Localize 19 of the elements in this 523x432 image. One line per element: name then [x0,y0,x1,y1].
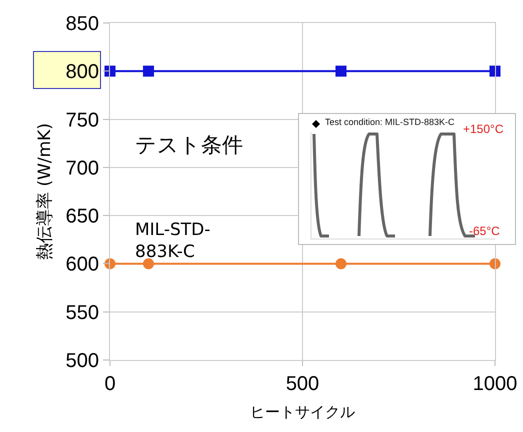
annotation: -65°C [469,224,500,238]
y-axis-title: 熱伝導率 (W/mK) [35,123,56,260]
x-tick-label: 500 [286,373,320,395]
y-tick-label: 750 [66,109,99,132]
y-tick-label: 850 [66,13,99,35]
y-tick-label: 550 [66,302,99,324]
x-axis-title: ヒートサイクル [250,403,355,421]
y-tick-label: 500 [66,350,99,372]
annotation: テスト条件 [135,133,243,157]
y-tick-label: 700 [66,157,99,180]
annotation: Test condition: MIL-STD-883K-C [325,117,455,127]
thermal-cycle-inset: Test condition: MIL-STD-883K-C +150°C -65°C [298,113,516,245]
y-tick-label: 800 [66,61,99,84]
y-tick-label: 600 [66,254,99,276]
x-tick-label: 1000 [472,373,518,395]
x-tick-label: 0 [104,373,116,395]
y-tick-label: 650 [66,206,99,228]
annotation: MIL-STD- 883K-C [135,220,210,262]
annotation: +150°C [463,122,504,136]
